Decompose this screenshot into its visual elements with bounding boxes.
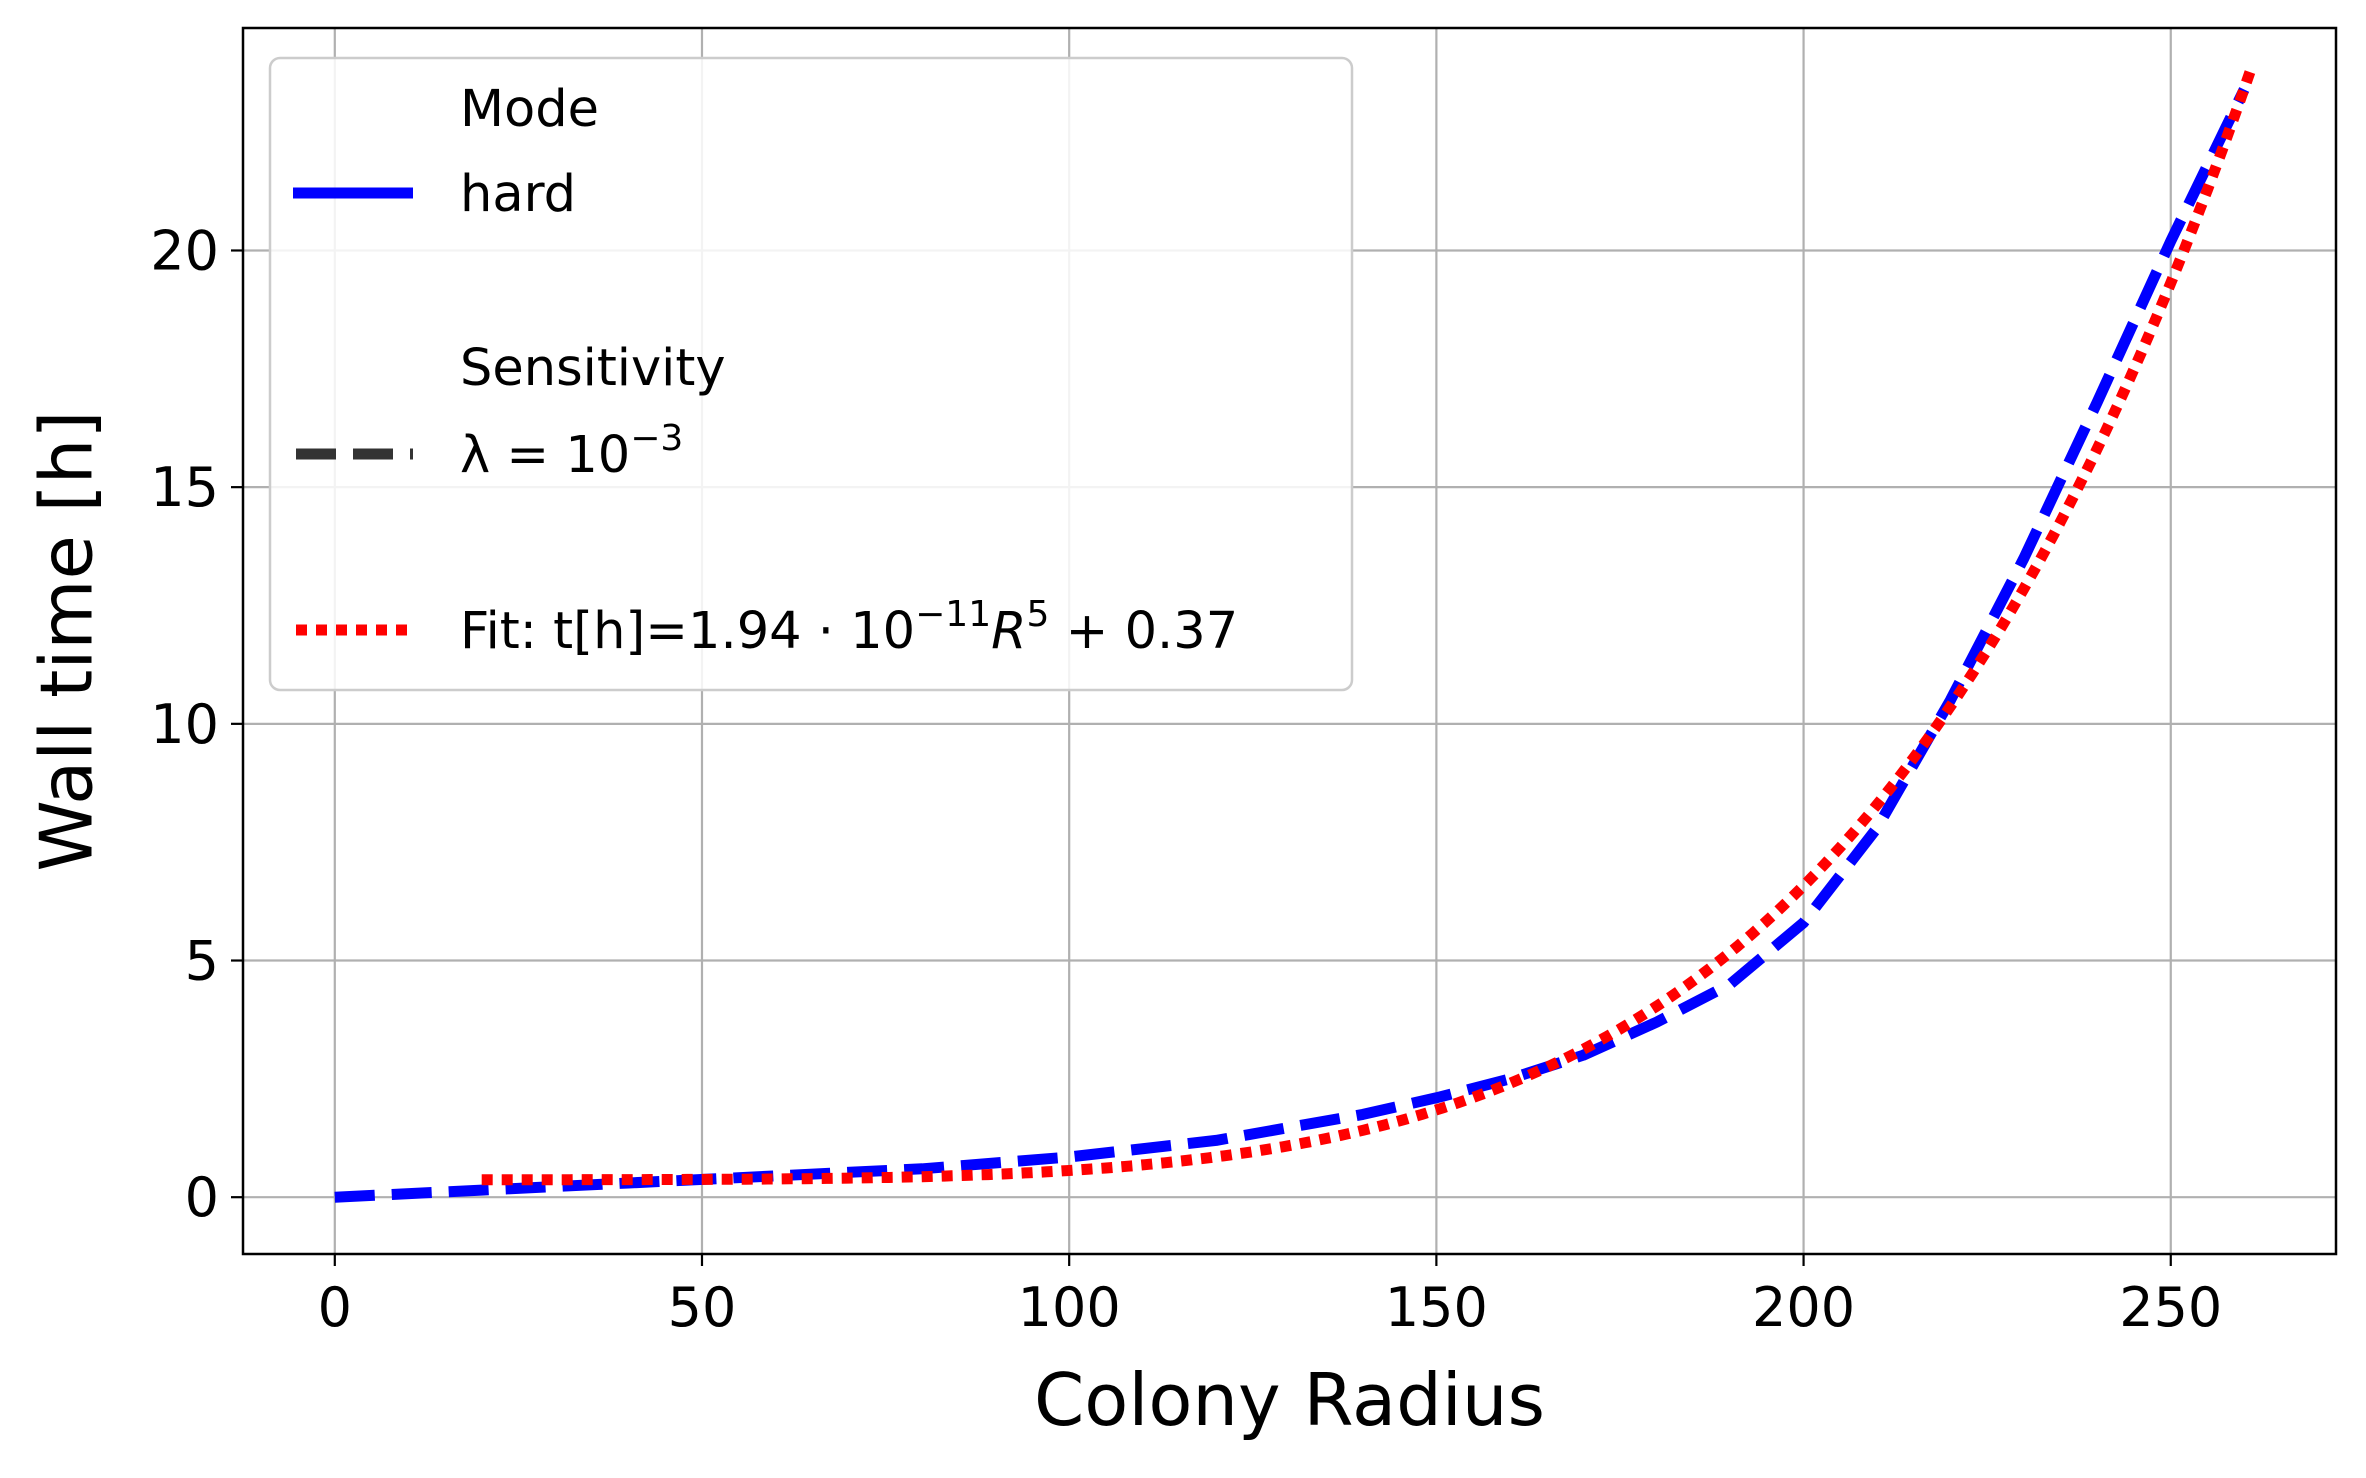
series — [334, 65, 2257, 1203]
x-axis-title: Colony Radius — [1034, 1358, 1545, 1442]
y-tick-label: 15 — [150, 456, 219, 519]
legend-fit-label: Fit: t[h]=1.94 · 10−11R5 + 0.37 — [460, 594, 1238, 661]
x-tick-label: 0 — [318, 1276, 352, 1339]
legend-hard-label: hard — [460, 165, 576, 224]
legend-lambda-exp: −3 — [630, 418, 683, 459]
x-tick-label: 50 — [668, 1276, 737, 1339]
y-axis-title: Wall time [h] — [25, 411, 109, 872]
legend-lambda-base: λ = 10 — [460, 426, 630, 485]
y-tick-label: 20 — [150, 219, 219, 282]
x-tick-label: 250 — [2119, 1276, 2222, 1339]
x-tick-label: 100 — [1018, 1276, 1121, 1339]
legend-fit-prefix: Fit: t[h]=1.94 · 10 — [460, 602, 915, 661]
legend-fit-r: R — [991, 602, 1026, 661]
legend-box — [268, 56, 1354, 692]
fit-series-line — [481, 65, 2257, 1186]
hard-series-line — [334, 87, 2250, 1203]
y-tick-label: 5 — [185, 930, 219, 993]
x-tick-label: 150 — [1385, 1276, 1488, 1339]
legend-fit-exp2: 5 — [1027, 594, 1050, 635]
legend-fit-suffix: + 0.37 — [1049, 602, 1238, 661]
legend-mode-title: Mode — [460, 80, 599, 139]
x-tick-label: 200 — [1752, 1276, 1855, 1339]
legend-sensitivity-title: Sensitivity — [460, 339, 726, 398]
plot-frame — [241, 26, 2338, 1256]
legend-fit-exp1: −11 — [915, 594, 991, 635]
legend: Mode hard Sensitivity λ = 10−3 Fit: t[h]… — [268, 56, 1354, 692]
y-tick-label: 10 — [150, 693, 219, 756]
y-tick-label: 0 — [185, 1166, 219, 1229]
legend-lambda-label: λ = 10−3 — [460, 418, 683, 485]
ticks: 0 50 100 150 200 250 0 5 10 15 20 — [150, 219, 2222, 1339]
